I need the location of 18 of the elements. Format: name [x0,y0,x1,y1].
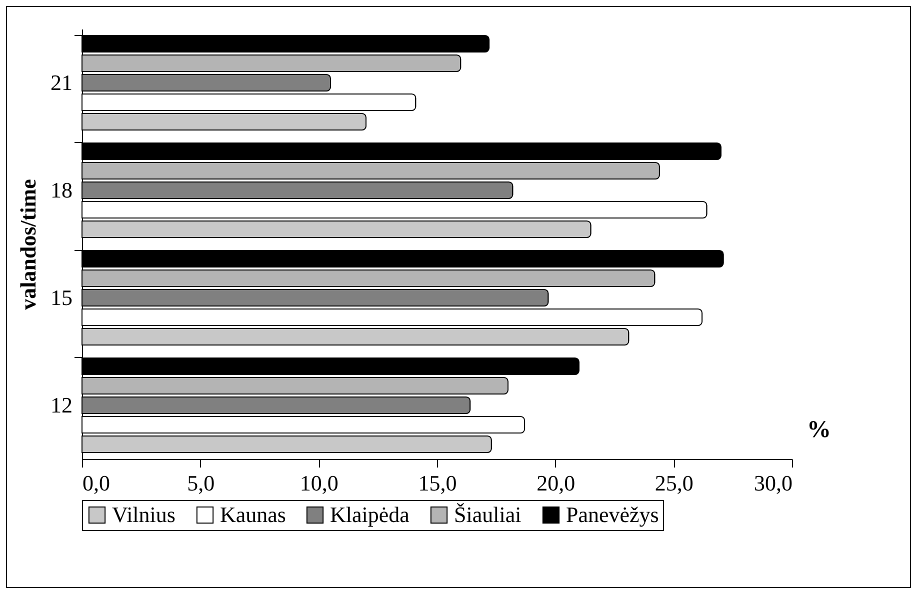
y-tick-label: 12 [50,392,72,418]
x-tick-label: 20,0 [536,470,576,496]
x-tick-label: 5,0 [187,470,215,496]
x-tick-label: 0,0 [82,470,110,496]
y-tick-label: 21 [50,70,72,95]
x-tick-label: 15,0 [418,470,457,496]
y-axis-title: valandos/time [16,178,40,310]
legend-label: Šiauliai [454,502,522,527]
y-tick-label: 18 [50,177,72,202]
x-tick-label: 30,0 [754,470,792,496]
legend-label: Vilnius [112,502,176,527]
text: % [807,417,831,444]
legend-label: Klaipėda [330,502,410,527]
x-tick-label: 10,0 [300,470,338,496]
y-tick-label: 15 [50,284,72,310]
legend-label: Panevėžys [566,502,659,527]
x-tick-label: 25,0 [654,470,694,496]
legend-label: Kaunas [220,502,286,527]
